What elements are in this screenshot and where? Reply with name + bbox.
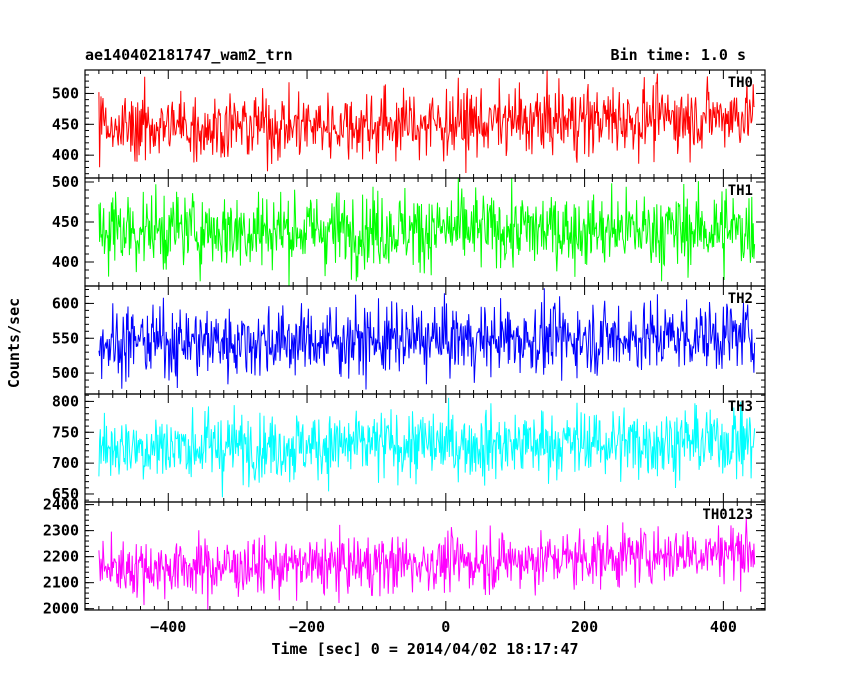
y-tick-label: 500 — [52, 84, 79, 102]
y-tick-label: 650 — [52, 485, 79, 503]
x-tick-label: 0 — [441, 618, 450, 636]
y-tick-label: 500 — [52, 173, 79, 191]
x-tick-label: 400 — [710, 618, 737, 636]
series-line-th0 — [98, 69, 755, 174]
y-tick-label: 400 — [52, 146, 79, 164]
panel-label-th2: TH2 — [728, 291, 753, 307]
y-tick-label: 2100 — [43, 574, 79, 592]
y-tick-label: 450 — [52, 213, 79, 231]
x-tick-label: 200 — [571, 618, 598, 636]
y-tick-label: 2000 — [43, 600, 79, 618]
series-line-th1 — [98, 177, 756, 287]
y-tick-label: 2400 — [43, 496, 79, 514]
x-tick-label: −400 — [150, 618, 186, 636]
panel-label-th3: TH3 — [728, 399, 753, 415]
y-tick-label: 450 — [52, 115, 79, 133]
y-tick-label: 800 — [52, 392, 79, 410]
chart-title: ae140402181747_wam2_trn — [85, 46, 293, 64]
series-line-th3 — [98, 397, 756, 498]
series-line-th2 — [98, 288, 756, 390]
y-tick-label: 750 — [52, 423, 79, 441]
y-axis-label: Counts/sec — [5, 297, 23, 389]
y-tick-label: 700 — [52, 454, 79, 472]
y-tick-label: 2300 — [43, 522, 79, 540]
y-tick-label: 550 — [52, 329, 79, 347]
bin-time-label: Bin time: 1.0 s — [610, 46, 746, 64]
x-tick-label: −200 — [289, 618, 325, 636]
y-tick-label: 500 — [52, 364, 79, 382]
series-line-th0123 — [98, 517, 756, 611]
panel-label-th0123: TH0123 — [702, 507, 753, 523]
y-tick-label: 600 — [52, 294, 79, 312]
panel-frame-th0123 — [84, 501, 766, 611]
y-tick-label: 400 — [52, 253, 79, 271]
x-axis-label: Time [sec] 0 = 2014/04/02 18:17:47 — [271, 640, 579, 658]
y-tick-label: 2200 — [43, 548, 79, 566]
panel-label-th0: TH0 — [728, 75, 753, 91]
panel-label-th1: TH1 — [728, 183, 753, 199]
